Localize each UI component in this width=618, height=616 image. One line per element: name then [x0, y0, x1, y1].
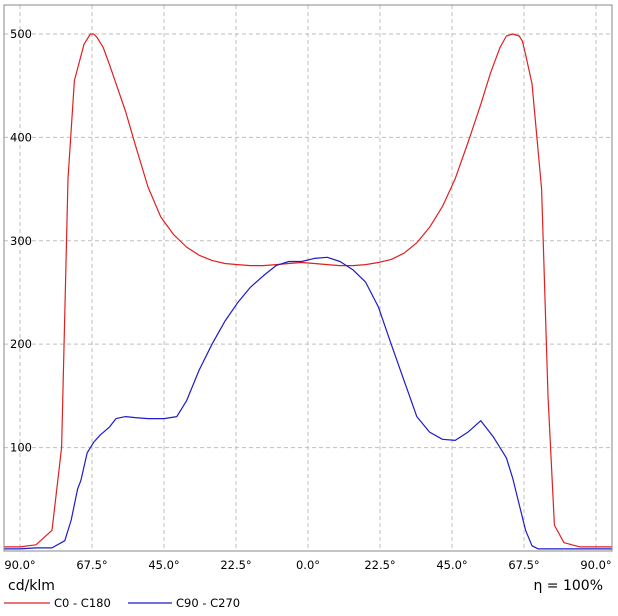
series-line-c90-c270: [4, 256, 612, 550]
x-tick-label: 22.5°: [364, 558, 395, 572]
x-tick-label: 45.0°: [148, 558, 179, 572]
series-line-c0-c180: [4, 33, 612, 548]
efficiency-label: η = 100%: [533, 578, 603, 594]
x-tick-label: 0.0°: [296, 558, 320, 572]
legend-label-c90-c270: C90 - C270: [176, 596, 240, 610]
x-tick-label: 67.5°: [76, 558, 107, 572]
plot-frame: [3, 4, 613, 552]
y-tick-label: 300: [10, 234, 32, 248]
unit-label: cd/klm: [8, 578, 55, 594]
legend-label-c0-c180: C0 - C180: [54, 596, 111, 610]
x-tick-label: 22.5°: [220, 558, 251, 572]
y-tick-label: 100: [10, 441, 32, 455]
x-tick-label: 90.0°: [580, 558, 611, 572]
legend: C0 - C180 C90 - C270: [4, 596, 240, 610]
y-tick-label: 200: [10, 337, 32, 351]
tick-labels: 100 200 300 400 500 90.0° 67.5° 45.0° 22.5° 0.0° 2…: [4, 27, 611, 572]
series-layer: [4, 33, 612, 550]
x-tick-label: 90.0°: [4, 558, 35, 572]
y-tick-label: 400: [10, 130, 32, 144]
x-tick-label: 67.5°: [508, 558, 539, 572]
y-tick-label: 500: [10, 27, 32, 41]
grid-layer: [4, 5, 612, 551]
x-tick-label: 45.0°: [436, 558, 467, 572]
